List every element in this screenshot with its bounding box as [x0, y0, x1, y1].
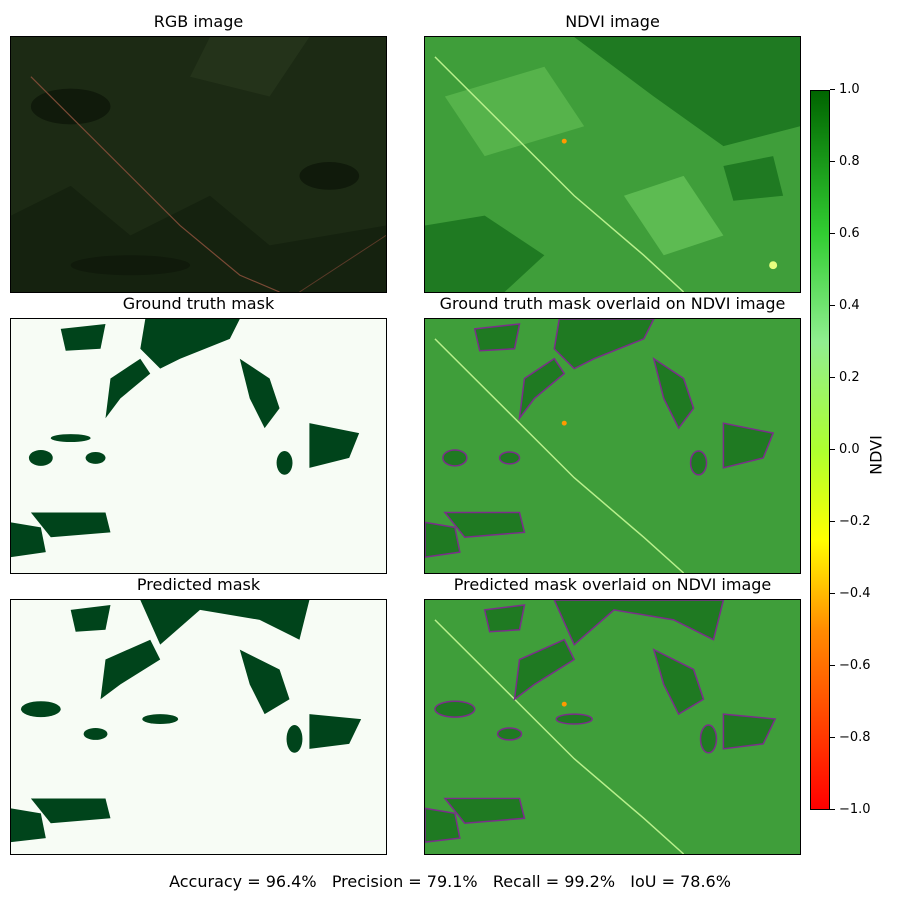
predicted-mask — [10, 599, 387, 855]
colorbar-tick: 0.0 — [830, 442, 860, 457]
precision-metric: Precision = 79.1% — [331, 872, 478, 891]
colorbar-tick: −0.8 — [830, 730, 871, 745]
colorbar-tick: 1.0 — [830, 82, 860, 97]
metrics-line: Accuracy = 96.4% Precision = 79.1% Recal… — [0, 872, 900, 891]
panel-title-predicted-overlay: Predicted mask overlaid on NDVI image — [453, 575, 772, 594]
colorbar-tick: −0.6 — [830, 658, 871, 673]
colorbar-tick: 0.4 — [830, 298, 860, 313]
ndvi-image — [424, 36, 801, 293]
iou-metric: IoU = 78.6% — [630, 872, 731, 891]
recall-metric: Recall = 99.2% — [492, 872, 616, 891]
colorbar-tick: −1.0 — [830, 802, 871, 817]
ground-truth-overlay — [424, 318, 801, 574]
predicted-overlay — [424, 599, 801, 855]
panel-title-ndvi: NDVI image — [565, 12, 660, 31]
panel-title-ground-truth-overlay: Ground truth mask overlaid on NDVI image — [439, 294, 786, 313]
colorbar-tick: 0.2 — [830, 370, 860, 385]
colorbar-label: NDVI — [866, 435, 886, 475]
ground-truth-mask — [10, 318, 387, 574]
colorbar-tick: 0.6 — [830, 226, 860, 241]
colorbar-tick: 0.8 — [830, 154, 860, 169]
colorbar-tick: −0.4 — [830, 586, 871, 601]
panel-title-ground-truth: Ground truth mask — [122, 294, 275, 313]
colorbar-tick: −0.2 — [830, 514, 871, 529]
rgb-image — [10, 36, 387, 293]
panel-title-predicted: Predicted mask — [136, 575, 261, 594]
accuracy-metric: Accuracy = 96.4% — [169, 872, 317, 891]
panel-title-rgb: RGB image — [153, 12, 244, 31]
ndvi-colorbar — [810, 90, 830, 810]
